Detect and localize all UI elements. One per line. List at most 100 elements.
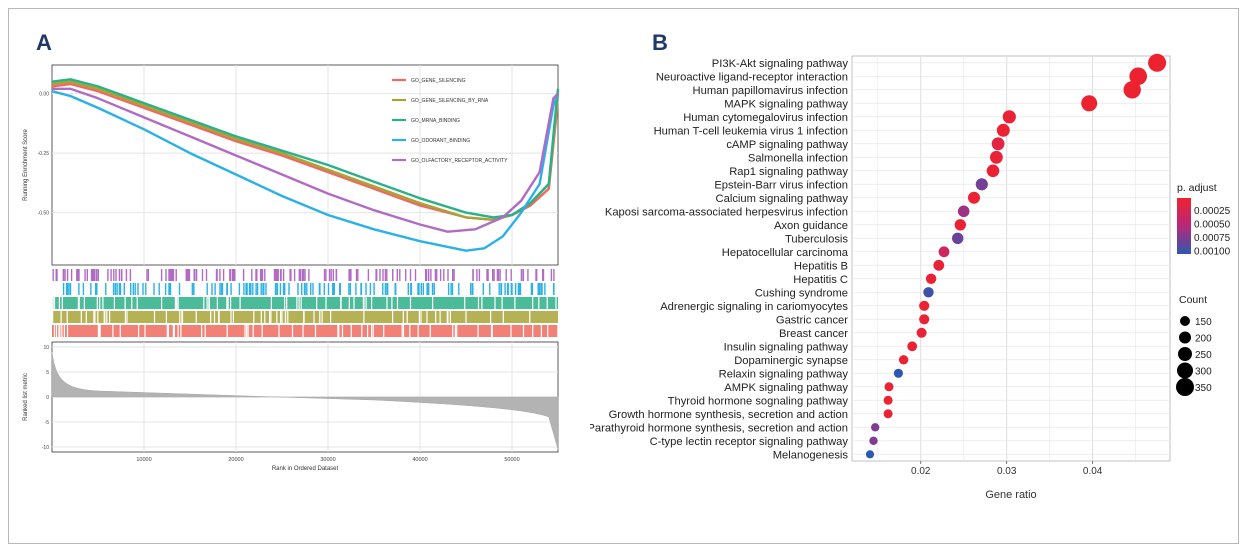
- size-legend-label: 350: [1195, 383, 1212, 394]
- hit-gap: [540, 325, 542, 337]
- hit-tick: [245, 283, 247, 295]
- hit-tick: [297, 283, 299, 295]
- hit-tick: [165, 269, 167, 281]
- hit-gap: [330, 311, 332, 323]
- hit-gap: [85, 311, 87, 323]
- hit-gap: [83, 297, 85, 309]
- hit-gap: [313, 311, 315, 323]
- pathway-label: cAMP signaling pathway: [726, 139, 848, 151]
- hit-tick: [62, 269, 64, 281]
- hit-tick: [274, 269, 276, 281]
- dot-point: [865, 450, 875, 459]
- hit-gap: [239, 297, 241, 309]
- hit-gap: [203, 297, 205, 309]
- pathway-label: Parathyroid hormone synthesis, secretion…: [590, 422, 848, 434]
- dot-point: [916, 327, 927, 338]
- hit-tick: [452, 269, 454, 281]
- dot-point: [898, 355, 909, 365]
- hit-tick: [52, 269, 54, 281]
- hit-tick: [95, 269, 98, 281]
- hit-tick: [425, 269, 427, 281]
- x-tick-label: 40000: [412, 457, 427, 463]
- hit-row: [62, 283, 555, 295]
- hit-tick: [264, 269, 266, 281]
- hit-gap: [303, 311, 305, 323]
- color-legend-label: 0.00025: [1194, 206, 1230, 217]
- hit-gap: [55, 325, 58, 337]
- hit-tick: [299, 269, 301, 281]
- hit-tick: [350, 269, 352, 281]
- hit-gap: [93, 311, 95, 323]
- hit-gap: [409, 325, 411, 337]
- hit-tick: [130, 283, 132, 295]
- hit-tick: [541, 283, 543, 295]
- hit-tick: [355, 283, 357, 295]
- hit-tick: [112, 283, 115, 295]
- hit-tick: [160, 269, 163, 281]
- hit-gap: [302, 325, 304, 337]
- hit-gap: [131, 297, 133, 309]
- hit-tick: [386, 269, 388, 281]
- hit-tick: [498, 283, 500, 295]
- dot-point: [884, 382, 894, 392]
- hit-gap: [204, 325, 206, 337]
- hit-gap: [300, 297, 302, 309]
- hit-tick: [205, 269, 208, 281]
- hit-row: [52, 269, 555, 281]
- hit-tick: [369, 283, 372, 295]
- hit-tick: [536, 269, 538, 281]
- hit-tick: [522, 269, 525, 281]
- hit-gap: [246, 325, 248, 337]
- hit-tick: [275, 283, 277, 295]
- hit-tick: [95, 283, 97, 295]
- pathway-label: Cushing syndrome: [755, 287, 848, 299]
- hit-gap: [261, 325, 263, 337]
- hit-tick: [451, 283, 454, 295]
- hit-gap: [80, 311, 82, 323]
- hit-gap: [161, 297, 163, 309]
- hit-tick: [171, 269, 174, 281]
- dot-point: [996, 123, 1010, 137]
- hit-gap: [538, 297, 540, 309]
- hit-tick: [246, 283, 248, 295]
- es-ytick-label: 0.00: [39, 92, 49, 98]
- hit-tick: [280, 269, 282, 281]
- hit-tick: [66, 283, 69, 295]
- hit-tick: [447, 269, 449, 281]
- hit-gap: [406, 311, 408, 323]
- hit-gap: [59, 325, 61, 337]
- hit-tick: [265, 283, 267, 295]
- hit-tick: [507, 283, 509, 295]
- hit-tick: [134, 283, 136, 295]
- hit-gap: [532, 325, 534, 337]
- pathway-label: Melanogenesis: [773, 449, 849, 461]
- hit-tick: [514, 283, 517, 295]
- hit-tick: [252, 283, 254, 295]
- hit-tick: [472, 269, 474, 281]
- hit-tick: [114, 283, 117, 295]
- hit-gap: [63, 325, 65, 337]
- hit-gap: [270, 297, 272, 309]
- hit-tick: [65, 283, 68, 295]
- hit-gap: [449, 311, 451, 323]
- hit-tick: [255, 269, 257, 281]
- hit-tick: [348, 283, 350, 295]
- es-ylabel: Running Enrichment Score: [23, 128, 29, 200]
- hit-tick: [407, 283, 409, 295]
- hit-gap: [365, 297, 367, 309]
- hit-tick: [233, 269, 236, 281]
- hit-gap: [491, 325, 493, 337]
- hit-tick: [312, 283, 314, 295]
- panel-b-label: B: [652, 30, 668, 55]
- hit-gap: [547, 325, 549, 337]
- hit-tick: [113, 269, 115, 281]
- hit-gap: [319, 311, 321, 323]
- hit-tick: [300, 269, 302, 281]
- hit-tick: [222, 269, 225, 281]
- hit-gap: [195, 311, 197, 323]
- hit-tick: [226, 283, 228, 295]
- hit-tick: [302, 269, 304, 281]
- hit-tick: [115, 269, 117, 281]
- hit-tick: [230, 269, 232, 281]
